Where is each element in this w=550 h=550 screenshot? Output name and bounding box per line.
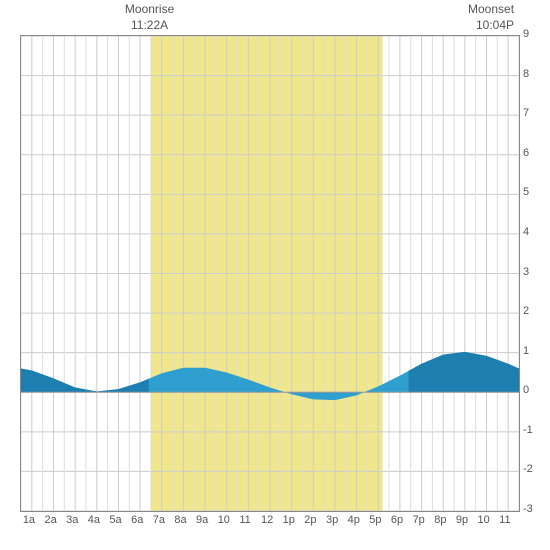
moonrise-title: Moonrise [125, 2, 174, 16]
x-tick-label: 7a [153, 514, 165, 526]
x-tick-label: 8p [434, 514, 446, 526]
x-tick-label: 3a [66, 514, 78, 526]
y-tick-label: 0 [523, 384, 529, 396]
y-tick-label: 3 [523, 266, 529, 278]
x-tick-label: 4p [348, 514, 360, 526]
x-tick-label: 9p [456, 514, 468, 526]
y-tick-label: 5 [523, 186, 529, 198]
y-tick-label: -3 [523, 503, 533, 515]
y-tick-label: 9 [523, 28, 529, 40]
x-tick-label: 2a [44, 514, 56, 526]
x-tick-label: 3p [326, 514, 338, 526]
moonrise-label: Moonrise 11:22A [125, 2, 174, 33]
x-tick-label: 6p [391, 514, 403, 526]
y-tick-label: 7 [523, 107, 529, 119]
x-tick-label: 10 [218, 514, 230, 526]
moonset-time: 10:04P [476, 18, 514, 32]
x-tick-label: 11 [239, 514, 250, 526]
tide-chart: Moonrise 11:22A Moonset 10:04P 1a 2a 3a 4a 5… [0, 0, 550, 550]
moonset-label: Moonset 10:04P [468, 2, 514, 33]
y-tick-label: 4 [523, 226, 529, 238]
x-tick-label: 10 [478, 514, 490, 526]
x-tick-label: 2p [304, 514, 316, 526]
x-tick-label: 12 [261, 514, 273, 526]
x-tick-label: 5p [369, 514, 381, 526]
x-tick-label: 4a [88, 514, 100, 526]
x-tick-label: 11 [499, 514, 510, 526]
chart-svg [21, 36, 519, 511]
moonrise-time: 11:22A [131, 18, 168, 32]
x-tick-label: 9a [196, 514, 208, 526]
x-tick-label: 1a [23, 514, 35, 526]
y-tick-label: 8 [523, 68, 529, 80]
y-tick-label: 1 [523, 345, 529, 357]
y-tick-label: 6 [523, 147, 529, 159]
moonset-title: Moonset [468, 2, 514, 16]
x-tick-label: 1p [283, 514, 295, 526]
y-tick-label: 2 [523, 305, 529, 317]
y-tick-label: -2 [523, 463, 533, 475]
x-tick-label: 6a [131, 514, 143, 526]
x-tick-label: 7p [413, 514, 425, 526]
chart-plot-area [20, 35, 520, 512]
y-tick-label: -1 [523, 424, 533, 436]
x-tick-label: 8a [174, 514, 186, 526]
x-tick-label: 5a [109, 514, 121, 526]
